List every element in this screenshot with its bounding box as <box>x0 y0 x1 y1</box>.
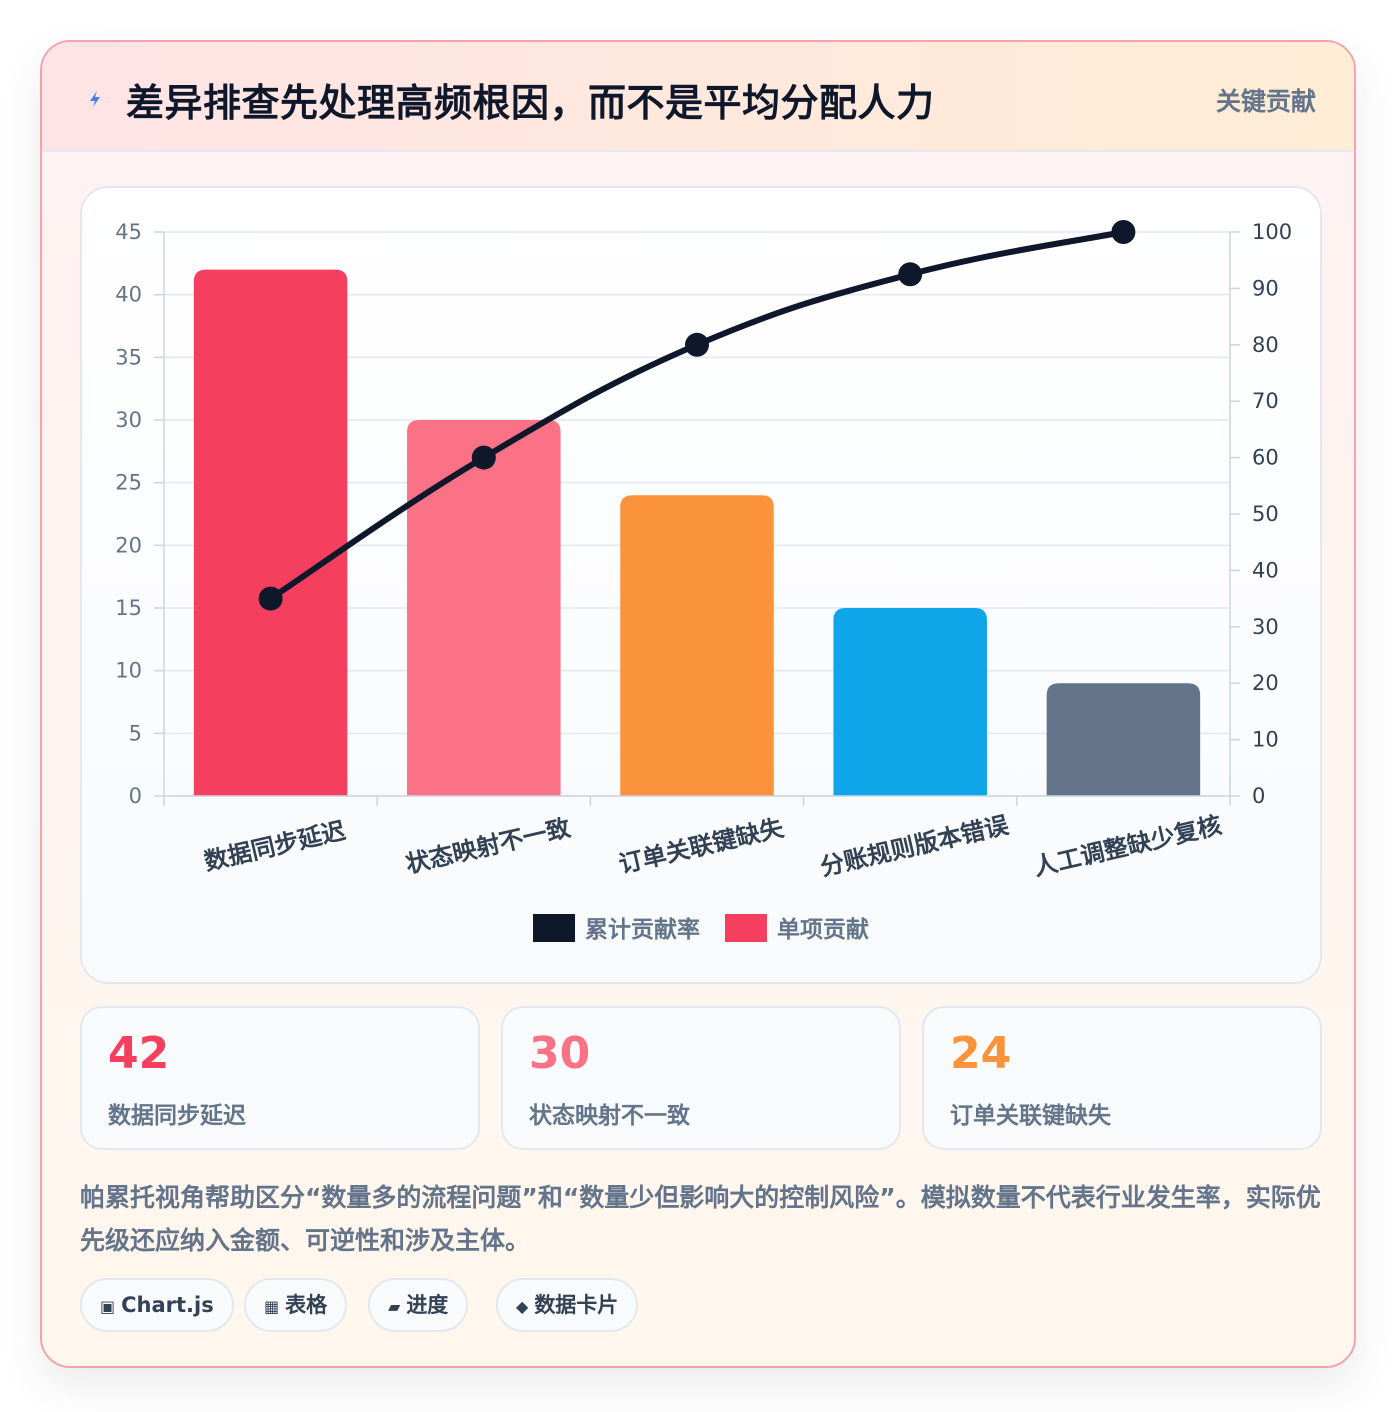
legend-swatch-1 <box>533 914 575 942</box>
category-label-3: 订单关联键缺失 <box>616 813 787 878</box>
stat-label: 数据同步延迟 <box>108 1103 246 1129</box>
cumulative-point-3 <box>685 332 709 357</box>
tag-label: 表格 <box>285 1293 328 1317</box>
category-label-4: 分账规则版本错误 <box>818 811 1012 882</box>
left-tick-label: 0 <box>129 784 142 808</box>
left-tick-label: 25 <box>115 471 142 495</box>
stat-label: 状态映射不一致 <box>529 1103 690 1129</box>
stat-value: 24 <box>950 1028 1012 1079</box>
cumulative-point-5 <box>1111 220 1136 244</box>
bar-2 <box>407 420 561 796</box>
left-tick-label: 5 <box>129 721 142 745</box>
tag-label: 进度 <box>406 1293 449 1317</box>
bolt-icon <box>90 91 100 107</box>
page-title: 差异排查先处理高频根因，而不是平均分配人力 <box>126 81 935 125</box>
left-tick-label: 40 <box>115 283 142 307</box>
progress-icon: ▰ <box>388 1297 401 1316</box>
legend-label-2: 单项贡献 <box>777 917 869 943</box>
legend-label-1: 累计贡献率 <box>585 916 700 943</box>
tag-progress[interactable]: ▰ 进度 <box>368 1278 469 1332</box>
right-tick-label: 50 <box>1252 502 1279 526</box>
left-tick-label: 35 <box>115 345 142 369</box>
stat-card-1: 42 数据同步延迟 <box>80 1006 480 1150</box>
table-icon: ▦ <box>264 1297 280 1316</box>
right-tick-label: 20 <box>1252 671 1279 695</box>
stat-card-2: 30 状态映射不一致 <box>501 1006 901 1150</box>
right-tick-label: 0 <box>1252 784 1265 808</box>
stat-label: 订单关联键缺失 <box>950 1103 1111 1129</box>
right-tick-label: 70 <box>1252 389 1279 413</box>
right-tick-label: 80 <box>1252 333 1279 357</box>
tag-label: 数据卡片 <box>534 1293 619 1317</box>
left-tick-label: 20 <box>115 533 142 557</box>
left-tick-label: 10 <box>115 659 142 683</box>
tag-label: Chart.js <box>121 1293 214 1317</box>
right-tick-label: 60 <box>1252 446 1279 470</box>
card-icon: ◆ <box>516 1297 529 1316</box>
stat-value: 42 <box>108 1028 170 1079</box>
legend-swatch-2 <box>725 914 767 942</box>
right-tick-label: 10 <box>1252 728 1279 752</box>
bar-5 <box>1046 683 1201 796</box>
cumulative-point-2 <box>471 445 496 470</box>
stat-value: 30 <box>529 1028 591 1079</box>
tag-chartjs[interactable]: ▣ Chart.js <box>80 1278 234 1332</box>
bar-3 <box>620 495 774 796</box>
category-label-2: 状态映射不一致 <box>403 813 574 878</box>
left-tick-label: 15 <box>115 596 142 620</box>
chart-icon: ▣ <box>100 1297 116 1316</box>
bar-series <box>193 269 1201 797</box>
bar-1 <box>193 269 348 797</box>
bar-4 <box>833 608 987 796</box>
tag-table[interactable]: ▦ 表格 <box>244 1278 348 1332</box>
right-tick-label: 100 <box>1252 220 1292 244</box>
tag-data-card[interactable]: ◆ 数据卡片 <box>496 1278 639 1332</box>
cumulative-point-1 <box>258 586 283 611</box>
right-tick-label: 90 <box>1252 276 1279 300</box>
right-tick-label: 40 <box>1252 558 1279 582</box>
axes <box>154 231 1240 806</box>
left-tick-label: 30 <box>115 408 142 432</box>
pareto-card: 差异排查先处理高频根因，而不是平均分配人力 关键贡献 0 5 10 15 20 25 30 3… <box>40 40 1356 1368</box>
right-tick-label: 30 <box>1252 615 1279 639</box>
category-label-5: 人工调整缺少复核 <box>1031 811 1224 881</box>
chart-panel: 0 5 10 15 20 25 30 35 40 45 0 10 20 30 40 50 60 70 80 90 100… <box>80 186 1322 984</box>
left-tick-label: 45 <box>115 220 142 244</box>
key-contribution-badge: 关键贡献 <box>1215 87 1316 116</box>
pareto-chart: 0 5 10 15 20 25 30 35 40 45 0 10 20 30 40 50 60 70 80 90 100… <box>115 220 1292 943</box>
cumulative-line-series <box>258 220 1136 611</box>
stat-card-3: 24 订单关联键缺失 <box>922 1006 1322 1150</box>
cumulative-point-4 <box>898 262 923 287</box>
chart-note: 帕累托视角帮助区分“数量多的流程问题”和“数量少但影响大的控制风险”。模拟数量不… <box>80 1183 1321 1255</box>
category-label-1: 数据同步延迟 <box>201 816 348 876</box>
legend: 累计贡献率 单项贡献 <box>533 914 869 943</box>
card-header: 差异排查先处理高频根因，而不是平均分配人力 关键贡献 <box>42 42 1354 152</box>
